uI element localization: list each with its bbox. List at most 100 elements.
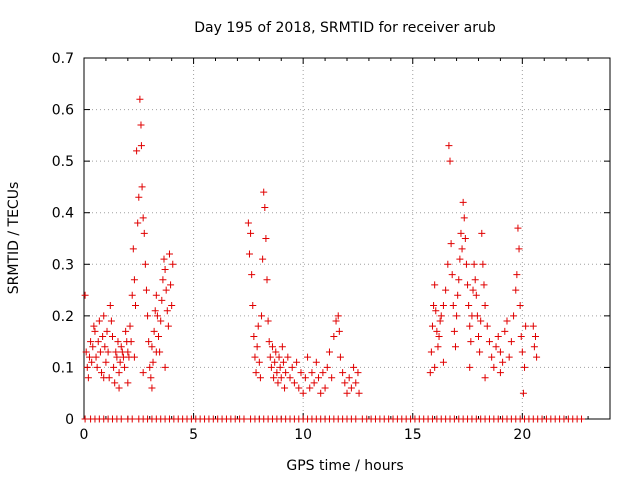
data-point [275, 353, 283, 361]
data-point [81, 291, 89, 299]
data-point [277, 374, 285, 382]
data-point [288, 363, 296, 371]
data-point [306, 384, 314, 392]
data-point [151, 307, 159, 315]
data-point [140, 229, 148, 237]
data-point [286, 374, 294, 382]
data-point [128, 415, 136, 423]
data-point [240, 415, 248, 423]
data-point [104, 348, 112, 356]
data-point [244, 219, 252, 227]
data-point [494, 332, 502, 340]
x-tick-label: 10 [294, 427, 312, 443]
data-point [164, 322, 172, 330]
data-point [454, 291, 462, 299]
data-point [473, 312, 481, 320]
data-point [124, 379, 132, 387]
y-tick-label: 0.7 [52, 51, 74, 67]
data-point [301, 374, 309, 382]
data-point [466, 322, 474, 330]
data-point [146, 363, 154, 371]
data-point [530, 343, 538, 351]
data-point [323, 363, 331, 371]
data-point [260, 188, 268, 196]
data-point [100, 374, 108, 382]
data-point [121, 363, 129, 371]
y-tick-label: 0.3 [52, 257, 74, 273]
data-point [278, 343, 286, 351]
data-point [295, 384, 303, 392]
data-point [343, 389, 351, 397]
data-point [113, 353, 121, 361]
data-point [158, 296, 166, 304]
data-point [133, 147, 141, 155]
data-point [142, 286, 150, 294]
data-point [168, 302, 176, 310]
data-point [436, 317, 444, 325]
data-point [355, 389, 363, 397]
data-point [339, 369, 347, 377]
data-point [139, 369, 147, 377]
data-point [101, 343, 109, 351]
data-point [317, 389, 325, 397]
data-point [117, 343, 125, 351]
data-point [165, 250, 173, 258]
data-point [531, 332, 539, 340]
data-point [515, 245, 523, 253]
data-point [90, 322, 98, 330]
data-point [157, 317, 165, 325]
data-point [514, 224, 522, 232]
data-point [149, 358, 157, 366]
data-point [352, 379, 360, 387]
data-point [132, 302, 140, 310]
y-tick-label: 0.6 [52, 103, 74, 119]
data-point [116, 358, 124, 366]
data-point [448, 271, 456, 279]
data-point [284, 353, 292, 361]
data-point [150, 327, 158, 335]
data-point [152, 348, 160, 356]
data-point [245, 250, 253, 258]
data-point [272, 348, 280, 356]
data-point [128, 291, 136, 299]
data-point [334, 312, 342, 320]
data-point [85, 353, 93, 361]
data-point [467, 338, 475, 346]
data-point [321, 384, 329, 392]
data-point [169, 260, 177, 268]
data-point [274, 379, 282, 387]
data-point [345, 374, 353, 382]
data-point [479, 260, 487, 268]
data-point [255, 358, 263, 366]
x-tick-label: 20 [513, 427, 531, 443]
data-point [249, 302, 257, 310]
data-point [431, 281, 439, 289]
data-point [499, 358, 507, 366]
data-point [83, 363, 91, 371]
data-point [262, 235, 270, 242]
y-tick-label: 0 [65, 412, 74, 428]
data-point [496, 348, 504, 356]
data-point [431, 363, 439, 371]
data-point [496, 369, 504, 377]
data-point [516, 302, 524, 310]
data-point [304, 353, 312, 361]
y-axis-label: SRMTID / TECUs [6, 182, 22, 295]
axis-ticks: 0 5 10 15 20 0 0.1 0.2 0.3 0.4 0.5 0.6 0.7 [52, 51, 611, 443]
data-point [293, 358, 301, 366]
data-point [134, 219, 142, 227]
data-point [162, 286, 170, 294]
data-point [254, 322, 262, 330]
data-point [250, 332, 258, 340]
data-point [521, 363, 529, 371]
data-point [465, 302, 473, 310]
data-point [517, 332, 525, 340]
y-tick-label: 0.5 [52, 154, 74, 170]
data-point [336, 353, 344, 361]
data-point [310, 379, 318, 387]
data-point [533, 353, 541, 361]
data-point [161, 363, 169, 371]
data-point [445, 142, 453, 150]
data-point [88, 358, 96, 366]
data-point [444, 260, 452, 268]
